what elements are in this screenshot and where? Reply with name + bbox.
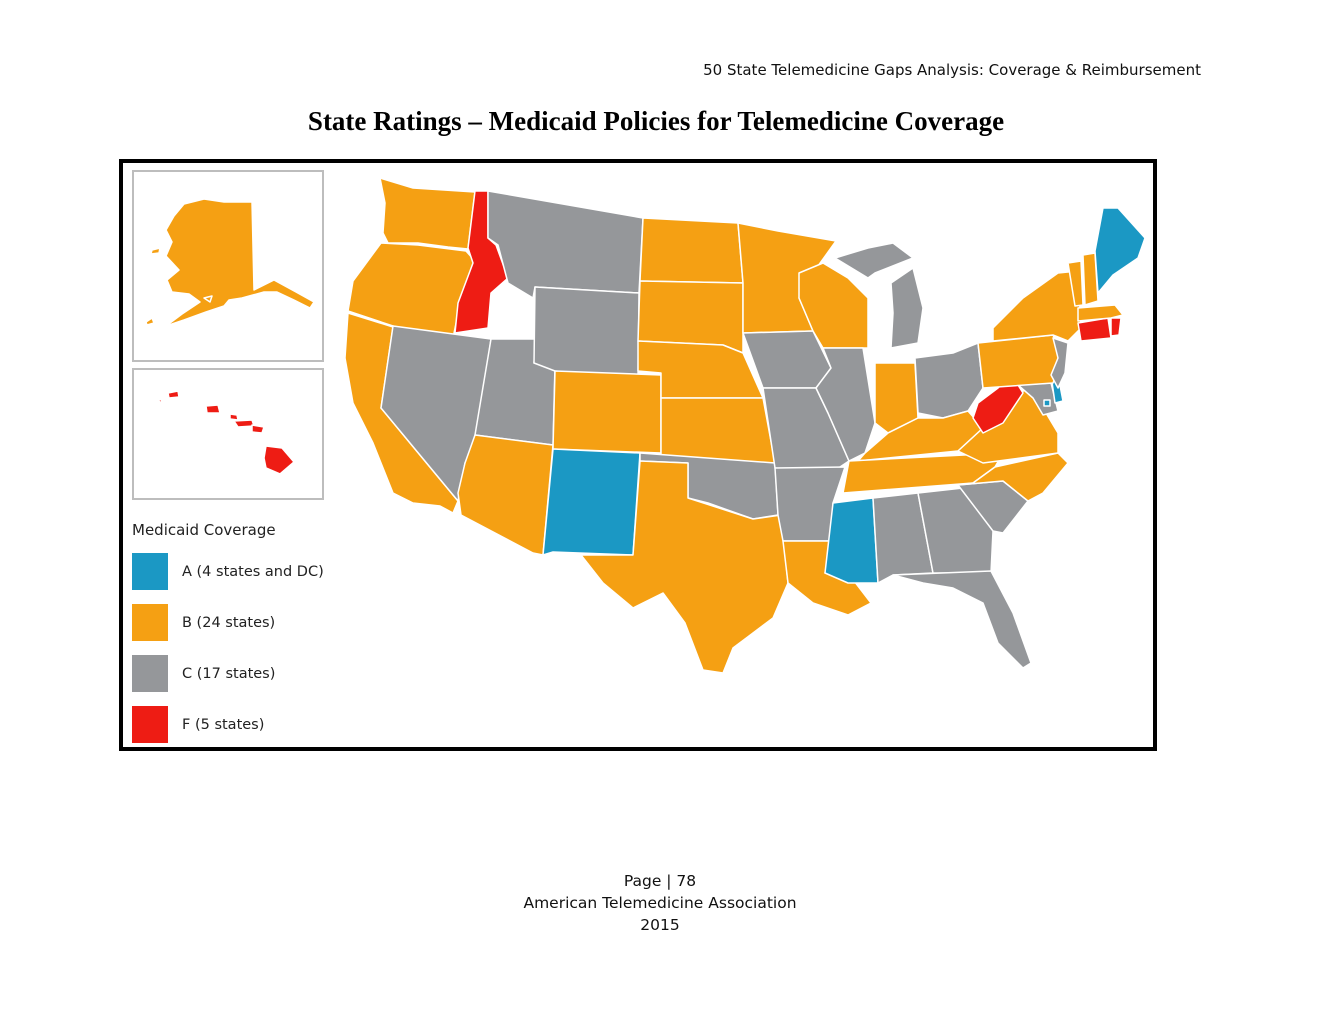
map-frame: Medicaid Coverage A (4 states and DC) B …	[119, 159, 1157, 751]
state-nj[interactable]	[1050, 337, 1069, 389]
legend-swatch-c	[132, 655, 168, 692]
legend-label-c: C (17 states)	[182, 665, 276, 682]
state-ak-islands	[145, 247, 213, 326]
hawaii-inset	[132, 368, 324, 500]
page-title: State Ratings – Medicaid Policies for Te…	[307, 106, 1005, 136]
state-az[interactable]	[457, 434, 554, 556]
state-wa[interactable]	[379, 177, 476, 250]
year: 2015	[640, 916, 680, 934]
state-ct[interactable]	[1077, 317, 1112, 342]
state-co[interactable]	[552, 370, 662, 454]
state-wi[interactable]	[798, 262, 869, 349]
state-tx[interactable]	[580, 460, 789, 674]
state-ri[interactable]	[1110, 317, 1122, 337]
state-nc[interactable]	[957, 452, 1069, 502]
state-mt[interactable]	[487, 190, 644, 299]
running-header: 50 State Telemedicine Gaps Analysis: Cov…	[703, 61, 1201, 79]
state-ny[interactable]	[992, 270, 1082, 342]
legend-label-b: B (24 states)	[182, 614, 276, 631]
state-ak[interactable]	[165, 198, 315, 327]
state-me[interactable]	[1094, 207, 1146, 294]
state-oh[interactable]	[914, 342, 984, 419]
state-ky[interactable]	[857, 410, 984, 462]
state-nm[interactable]	[542, 448, 641, 556]
state-ks[interactable]	[660, 397, 776, 464]
legend-title: Medicaid Coverage	[132, 521, 276, 539]
legend-swatch-f	[132, 706, 168, 743]
state-nd[interactable]	[639, 217, 744, 284]
state-ms[interactable]	[824, 497, 879, 584]
us-map	[344, 177, 1146, 674]
state-nh[interactable]	[1082, 252, 1099, 306]
legend: Medicaid Coverage A (4 states and DC) B …	[132, 521, 324, 757]
alaska-inset	[132, 170, 324, 362]
state-hi[interactable]	[157, 390, 295, 475]
state-vt[interactable]	[1067, 260, 1084, 307]
legend-label-f: F (5 states)	[182, 716, 265, 733]
state-dc[interactable]	[1043, 399, 1051, 407]
legend-item-f: F (5 states)	[132, 706, 324, 743]
state-ga[interactable]	[917, 487, 994, 574]
state-pa[interactable]	[977, 334, 1064, 389]
state-wy[interactable]	[533, 286, 640, 379]
footer: Page | 78 American Telemedicine Associat…	[0, 870, 1320, 936]
page-number: Page | 78	[623, 872, 697, 890]
legend-item-c: C (17 states)	[132, 655, 324, 692]
legend-label-a: A (4 states and DC)	[182, 563, 324, 580]
state-ma[interactable]	[1077, 304, 1124, 322]
legend-swatch-a	[132, 553, 168, 590]
legend-swatch-b	[132, 604, 168, 641]
state-mi[interactable]	[834, 242, 924, 349]
legend-item-b: B (24 states)	[132, 604, 324, 641]
legend-item-a: A (4 states and DC)	[132, 553, 324, 590]
state-fl[interactable]	[892, 570, 1032, 669]
organization: American Telemedicine Association	[523, 894, 797, 912]
